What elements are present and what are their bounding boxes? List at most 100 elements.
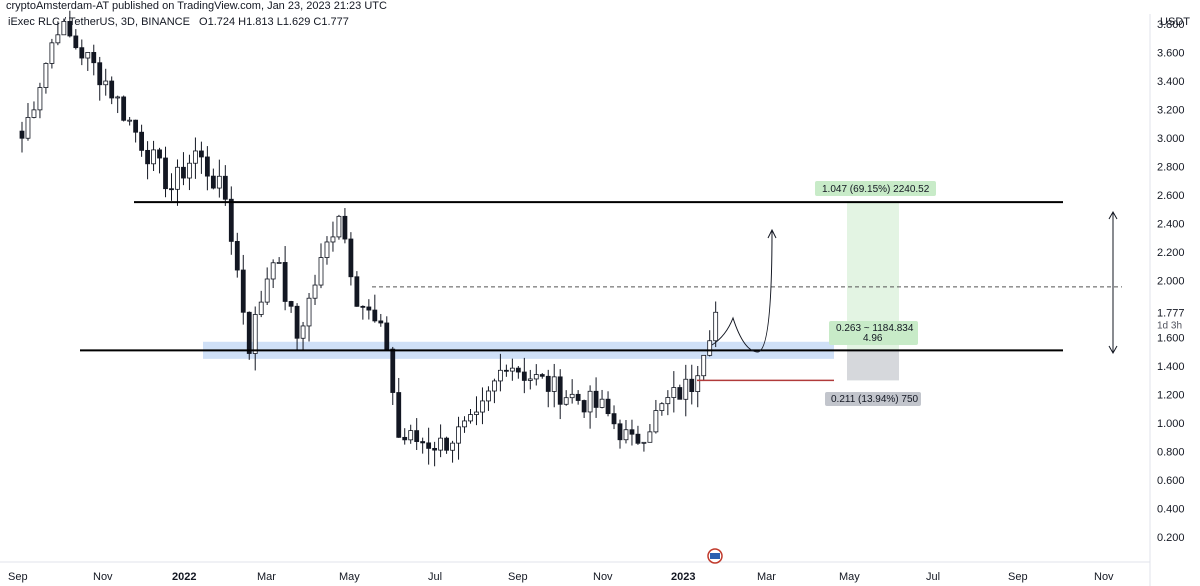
candle-up xyxy=(115,96,121,99)
candle-down xyxy=(539,374,545,377)
candle-up xyxy=(587,390,593,413)
candle-up xyxy=(474,411,479,415)
candle-down xyxy=(169,188,174,191)
price-tick-label: 2.800 xyxy=(1157,162,1185,174)
candle-down xyxy=(79,47,85,59)
candle-down xyxy=(390,348,396,393)
candle-down xyxy=(67,21,73,37)
flag-marker-inner xyxy=(710,553,720,559)
candle-up xyxy=(480,400,485,413)
price-axis[interactable]: 0.200 0.400 0.600 0.800 1.000 1.200 1.400 1.600… xyxy=(1157,19,1185,544)
projected-arrow-head xyxy=(767,228,777,239)
candle-down xyxy=(91,52,97,64)
candle-down xyxy=(366,306,372,311)
candle-up xyxy=(659,403,665,411)
price-tick-label: 2.000 xyxy=(1157,276,1185,288)
candle-up xyxy=(683,378,689,400)
candle-up xyxy=(492,380,497,392)
candle-down xyxy=(611,413,617,425)
candle-up xyxy=(31,109,37,118)
candle-down xyxy=(228,198,234,242)
candle-down xyxy=(575,393,581,401)
candle-down xyxy=(402,436,408,441)
candle-up xyxy=(408,430,414,441)
candle-down xyxy=(521,371,527,381)
candle-up xyxy=(85,52,91,59)
candle-up xyxy=(306,297,312,327)
candle-down xyxy=(109,80,115,99)
candle-down xyxy=(593,390,599,408)
candle-up xyxy=(701,354,707,377)
time-tick-label: 2023 xyxy=(671,571,695,583)
candle-down xyxy=(372,309,378,322)
candle-down xyxy=(204,156,210,177)
candle-down xyxy=(19,130,25,139)
candle-up xyxy=(713,311,719,342)
candle-down xyxy=(348,238,354,278)
symbol-legend: iExec RLC / TetherUS, 3D, BINANCE O1.724… xyxy=(8,16,349,28)
candle-down xyxy=(354,276,360,307)
candle-up xyxy=(641,441,647,444)
candle-down xyxy=(677,387,683,400)
candle-up xyxy=(647,431,653,443)
candle-down xyxy=(246,311,252,354)
symbol-name: iExec RLC / TetherUS, 3D, BINANCE xyxy=(8,16,190,28)
candle-down xyxy=(234,241,240,271)
candle-up xyxy=(599,398,605,408)
time-tick-label: Mar xyxy=(257,571,276,583)
price-tick-label: 3.000 xyxy=(1157,133,1185,145)
candle-up xyxy=(37,87,43,111)
candle-up xyxy=(252,314,258,354)
time-tick-label: May xyxy=(839,571,860,583)
candle-up xyxy=(438,437,444,451)
publisher-header: cryptoAmsterdam-AT published on TradingV… xyxy=(6,0,387,12)
candle-down xyxy=(73,35,79,49)
range-arrow-up xyxy=(1108,210,1118,220)
time-tick-label: Sep xyxy=(8,571,28,583)
rr-label: 4.96 xyxy=(863,333,883,344)
candle-down xyxy=(629,429,635,435)
price-tick-label: 3.400 xyxy=(1157,76,1185,88)
candle-down xyxy=(378,320,384,324)
price-tick-label: 3.200 xyxy=(1157,105,1185,117)
candle-up xyxy=(216,175,222,189)
stop-label-box xyxy=(825,392,921,406)
candle-up xyxy=(468,414,473,422)
time-axis[interactable]: Sep Nov 2022 Mar May Jul Sep Nov 2023 Mar May Jul Se… xyxy=(8,571,1114,583)
price-tick-label: 1.600 xyxy=(1157,333,1185,345)
candle-down xyxy=(444,437,449,451)
price-tick-label: 2.600 xyxy=(1157,190,1185,202)
candle-up xyxy=(270,262,276,280)
candle-down xyxy=(503,369,509,372)
time-tick-label: Jul xyxy=(428,571,442,583)
candle-up xyxy=(551,376,557,392)
candle-up xyxy=(43,63,49,88)
candle-down xyxy=(545,375,551,392)
candle-down xyxy=(342,215,348,240)
candle-up xyxy=(569,393,575,399)
candle-up xyxy=(330,236,336,243)
time-tick-label: Nov xyxy=(593,571,613,583)
candle-up xyxy=(175,166,180,190)
candle-down xyxy=(240,269,246,313)
candle-up xyxy=(25,117,31,139)
candle-down xyxy=(198,150,204,158)
candle-up xyxy=(533,374,539,380)
candle-down xyxy=(605,398,611,415)
candle-up xyxy=(187,162,192,179)
target-label: 1.047 (69.15%) 2240.52 xyxy=(822,184,930,195)
price-tick-label: 2.200 xyxy=(1157,247,1185,259)
zones-layer xyxy=(203,201,899,381)
candle-down xyxy=(121,96,127,121)
price-tick-label: 0.800 xyxy=(1157,447,1185,459)
candle-up xyxy=(509,367,515,372)
candle-down xyxy=(581,400,587,413)
candle-up xyxy=(127,119,133,122)
candle-down xyxy=(181,166,186,179)
time-tick-label: Sep xyxy=(508,571,528,583)
target-label-box xyxy=(815,181,936,196)
candle-up xyxy=(258,301,264,315)
candle-up xyxy=(324,241,330,258)
price-tick-label: 1.000 xyxy=(1157,418,1185,430)
